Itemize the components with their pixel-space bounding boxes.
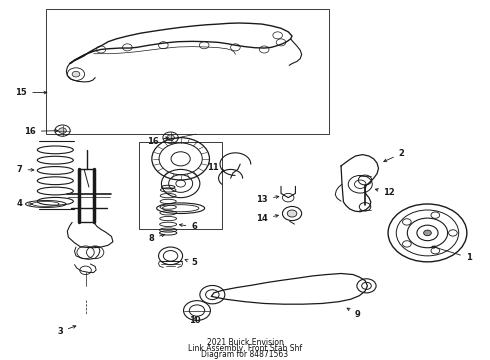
Bar xyxy=(139,142,222,229)
Text: 6: 6 xyxy=(179,222,197,231)
Bar xyxy=(46,9,329,134)
Text: 14: 14 xyxy=(256,214,278,223)
Circle shape xyxy=(287,210,297,217)
Text: 8: 8 xyxy=(148,234,165,243)
Text: 2021 Buick Envision: 2021 Buick Envision xyxy=(207,338,283,347)
Text: 15: 15 xyxy=(16,88,47,97)
Text: 1: 1 xyxy=(432,246,472,262)
Text: 3: 3 xyxy=(57,325,76,336)
Circle shape xyxy=(424,230,431,236)
Text: 5: 5 xyxy=(185,258,197,267)
Text: 16: 16 xyxy=(147,137,169,146)
Text: 16: 16 xyxy=(24,127,58,136)
Text: 13: 13 xyxy=(256,195,279,204)
Text: 2: 2 xyxy=(384,149,405,162)
Text: Link Assembly, Front Stab Shf: Link Assembly, Front Stab Shf xyxy=(188,344,302,353)
Text: 4: 4 xyxy=(17,199,32,208)
Text: 7: 7 xyxy=(17,165,34,174)
Circle shape xyxy=(72,71,80,77)
Text: 9: 9 xyxy=(347,308,360,319)
Circle shape xyxy=(167,135,174,140)
Text: 12: 12 xyxy=(375,188,395,197)
Text: Diagram for 84871563: Diagram for 84871563 xyxy=(201,350,289,359)
Text: 10: 10 xyxy=(189,316,201,325)
Text: 11: 11 xyxy=(207,163,224,172)
Circle shape xyxy=(59,128,66,134)
